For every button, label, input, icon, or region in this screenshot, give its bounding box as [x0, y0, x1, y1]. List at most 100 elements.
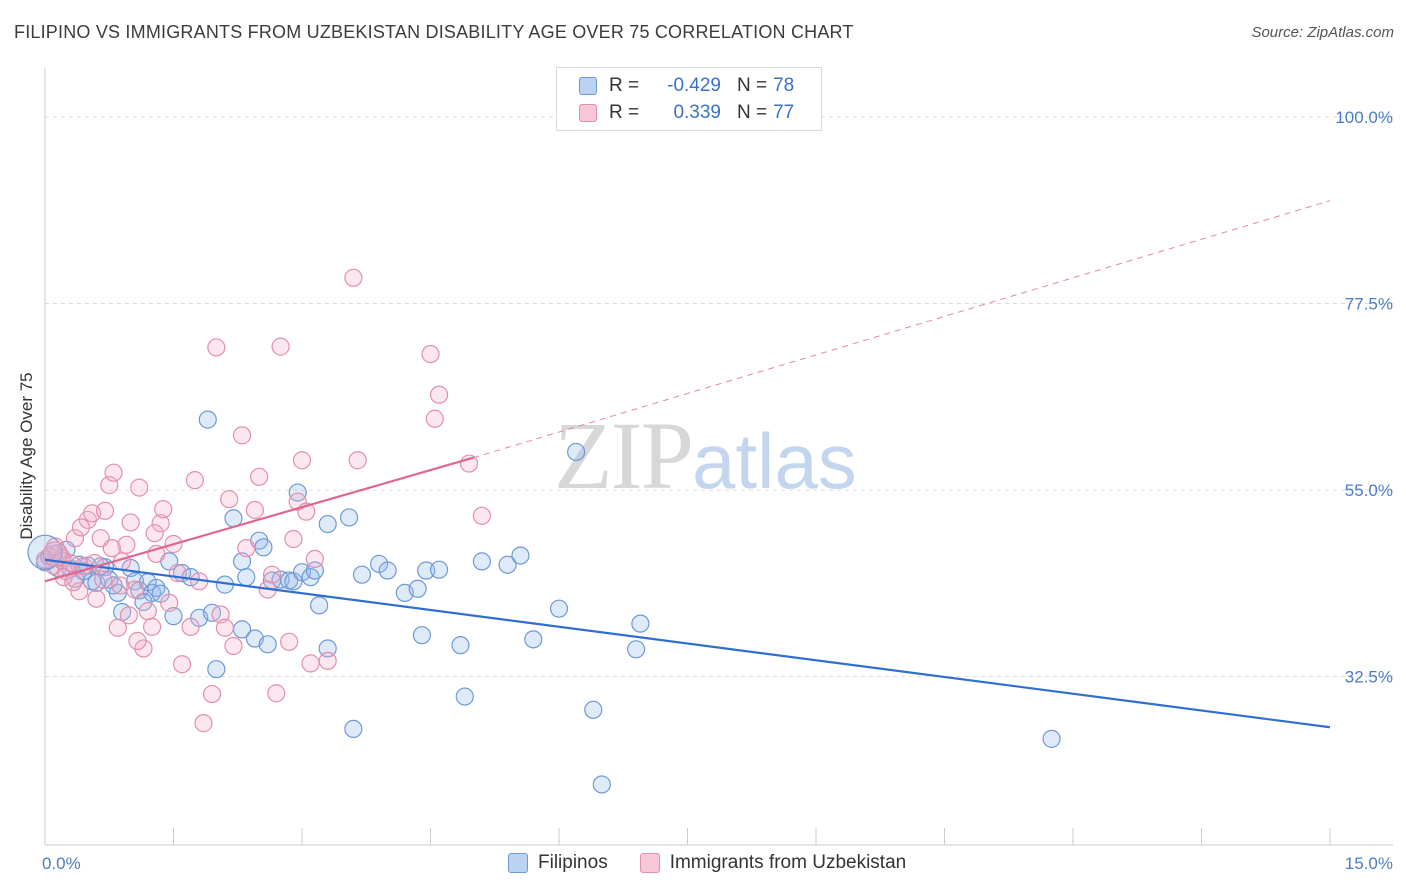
point-uzbekistan-7	[65, 529, 85, 548]
point-uzbekistan-23	[134, 639, 153, 658]
y-tick-label-1: 55.0%	[1345, 481, 1393, 500]
point-filipinos-66	[592, 775, 611, 794]
y-tick-label-0: 32.5%	[1345, 668, 1393, 687]
point-uzbekistan-32	[181, 617, 200, 637]
point-uzbekistan-17	[108, 618, 127, 637]
series-legend: Filipinos Immigrants from Uzbekistan	[508, 852, 938, 874]
point-filipinos-27	[207, 660, 226, 679]
point-filipinos-65	[584, 700, 603, 719]
point-uzbekistan-19	[117, 535, 136, 554]
point-filipinos-35	[254, 538, 273, 557]
point-uzbekistan-37	[207, 338, 226, 357]
x-tick-label-max: 15.0%	[1345, 854, 1393, 873]
point-uzbekistan-47	[262, 565, 282, 584]
point-uzbekistan-30	[168, 563, 187, 583]
point-uzbekistan-61	[425, 409, 444, 428]
point-uzbekistan-75	[145, 524, 164, 543]
point-uzbekistan-44	[245, 500, 264, 520]
x-tick-label-min: 0.0%	[42, 854, 81, 873]
point-uzbekistan-35	[194, 714, 213, 733]
point-uzbekistan-22	[130, 478, 149, 497]
point-filipinos-47	[318, 514, 337, 534]
point-filipinos-69	[1042, 729, 1061, 748]
point-filipinos-46	[318, 639, 337, 658]
point-filipinos-57	[429, 560, 449, 579]
data-points	[27, 268, 1061, 794]
point-uzbekistan-39	[215, 618, 234, 637]
legend-label-uzbekistan: Immigrants from Uzbekistan	[669, 852, 907, 873]
point-uzbekistan-28	[160, 593, 179, 612]
point-filipinos-68	[631, 614, 650, 633]
trendline-1	[44, 456, 474, 583]
point-filipinos-55	[412, 626, 432, 645]
point-uzbekistan-21	[125, 580, 145, 599]
point-filipinos-59	[455, 687, 474, 706]
legend-label-filipinos: Filipinos	[538, 852, 608, 873]
point-uzbekistan-76	[154, 500, 173, 519]
point-uzbekistan-73	[119, 606, 139, 625]
point-uzbekistan-41	[224, 636, 243, 656]
trendline-2	[473, 200, 1331, 459]
watermark: ZIPatlas	[554, 400, 857, 511]
point-uzbekistan-27	[151, 514, 170, 533]
point-filipinos-56	[417, 561, 436, 580]
trendline-0	[44, 558, 1331, 729]
point-filipinos-48	[340, 508, 359, 527]
point-uzbekistan-53	[292, 451, 312, 470]
legend-n-label: N =	[737, 102, 768, 123]
point-filipinos-54	[408, 579, 427, 598]
point-uzbekistan-8	[70, 582, 89, 601]
point-filipinos-52	[378, 561, 397, 580]
point-filipinos-36	[258, 635, 277, 654]
legend-swatch-blue	[579, 77, 597, 95]
point-uzbekistan-24	[138, 602, 157, 621]
point-uzbekistan-56	[305, 549, 324, 569]
point-uzbekistan-42	[232, 426, 252, 445]
watermark-zip: ZIP	[554, 402, 694, 509]
point-uzbekistan-25	[142, 617, 162, 637]
legend-row-uzbekistan: R = 0.339 N = 77	[579, 100, 794, 126]
trendlines	[44, 200, 1331, 729]
point-uzbekistan-45	[250, 467, 269, 486]
point-uzbekistan-66	[54, 568, 73, 587]
point-filipinos-45	[310, 596, 329, 615]
point-filipinos-75	[104, 576, 123, 595]
legend-n-value: 77	[773, 102, 795, 123]
legend-swatch-pink	[579, 104, 597, 122]
stats-legend: R = -0.429 N = 78 R = 0.339 N = 77	[556, 67, 822, 131]
legend-r-value: -0.429	[667, 75, 721, 96]
point-uzbekistan-64	[472, 506, 491, 525]
axes	[44, 68, 1393, 846]
point-uzbekistan-40	[220, 490, 239, 509]
point-uzbekistan-33	[185, 471, 205, 490]
y-tick-label-2: 77.5%	[1345, 295, 1393, 314]
point-filipinos-32	[237, 568, 256, 587]
point-filipinos-41	[288, 483, 307, 502]
legend-row-filipinos: R = -0.429 N = 78	[579, 73, 794, 99]
point-filipinos-60	[472, 552, 491, 571]
point-uzbekistan-50	[280, 632, 299, 651]
point-uzbekistan-67	[64, 573, 83, 592]
point-filipinos-70	[524, 630, 543, 649]
point-uzbekistan-12	[87, 589, 106, 608]
point-uzbekistan-43	[237, 539, 256, 558]
legend-r-value: 0.339	[673, 102, 721, 123]
y-axis-title: Disability Age Over 75	[17, 372, 36, 539]
grid-lines	[45, 116, 1393, 678]
point-filipinos-67	[626, 640, 646, 659]
point-uzbekistan-72	[111, 576, 130, 595]
legend-n-value: 78	[773, 75, 795, 96]
point-uzbekistan-51	[284, 529, 303, 549]
point-uzbekistan-60	[421, 344, 440, 364]
point-uzbekistan-71	[102, 539, 121, 558]
point-uzbekistan-62	[429, 385, 449, 404]
point-uzbekistan-20	[121, 513, 140, 532]
legend-item-filipinos: Filipinos	[508, 852, 608, 874]
point-filipinos-63	[549, 599, 569, 618]
legend-swatch-blue	[508, 853, 528, 873]
point-filipinos-50	[352, 565, 372, 584]
legend-r-label: R =	[609, 75, 640, 96]
point-filipinos-49	[344, 719, 363, 739]
point-filipinos-76	[134, 592, 153, 612]
